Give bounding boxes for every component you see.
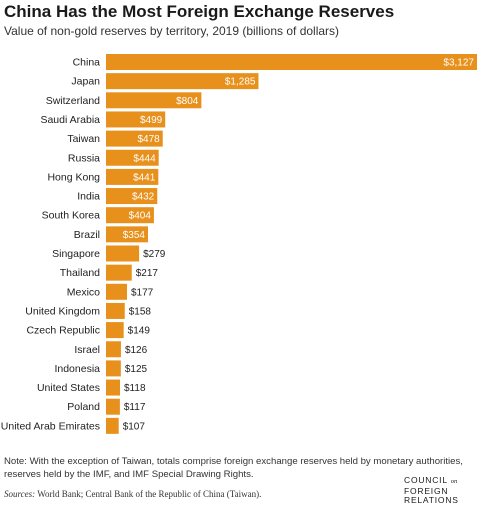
category-label: India (77, 191, 100, 203)
category-label: China (73, 57, 101, 69)
bar (106, 226, 148, 243)
bar (106, 283, 127, 300)
value-label: $118 (124, 383, 146, 394)
category-label: Hong Kong (47, 171, 100, 183)
category-label: Taiwan (67, 133, 100, 145)
category-label: United Arab Emirates (1, 420, 100, 432)
bar (106, 322, 124, 339)
chart-title: China Has the Most Foreign Exchange Rese… (4, 2, 395, 21)
chart-note: Note: With the exception of Taiwan, tota… (4, 456, 463, 480)
logo-line-council: COUNCIL (404, 475, 448, 485)
chart-sources: Sources: World Bank; Central Bank of the… (4, 489, 261, 499)
bar (106, 398, 120, 415)
category-label: Switzerland (46, 95, 100, 107)
bar (106, 379, 120, 396)
logo-line-on: on (450, 478, 458, 485)
category-label: Singapore (52, 248, 100, 260)
bar (106, 207, 154, 224)
value-label: $478 (137, 134, 160, 145)
logo-line-relations: RELATIONS (404, 495, 459, 505)
value-label: $432 (132, 192, 155, 203)
value-label: $3,127 (443, 58, 474, 69)
bar (106, 168, 159, 185)
value-label: $158 (129, 306, 152, 317)
value-label: $404 (129, 211, 152, 222)
category-label: Japan (71, 76, 100, 88)
category-label: Thailand (60, 267, 100, 279)
value-label: $441 (133, 172, 156, 183)
category-label: Indonesia (54, 363, 100, 375)
value-label: $217 (136, 268, 159, 279)
value-label: $177 (131, 287, 154, 298)
bar (106, 302, 125, 319)
bar (106, 245, 140, 262)
bar (106, 111, 166, 128)
category-label: Russia (68, 152, 100, 164)
bar (106, 130, 163, 147)
category-label: Brazil (74, 229, 100, 241)
value-label: $804 (176, 96, 199, 107)
bar (106, 360, 121, 377)
value-label: $499 (140, 115, 163, 126)
value-label: $1,285 (225, 77, 256, 88)
bar (106, 188, 158, 205)
bar (106, 341, 121, 358)
value-label: $149 (128, 326, 151, 337)
value-label: $279 (143, 249, 166, 260)
value-label: $444 (133, 153, 156, 164)
category-label: Poland (67, 401, 100, 413)
sources-label: Sources: (4, 489, 36, 499)
value-label: $125 (125, 364, 148, 375)
bar (106, 149, 159, 166)
value-label: $117 (124, 402, 146, 413)
value-label: $354 (123, 230, 146, 241)
bar-chart: China $3,127 Japan $1,285 Switzerland $804 Sau… (1, 54, 477, 434)
value-label: $126 (125, 345, 148, 356)
sources-text: World Bank; Central Bank of the Republic… (35, 489, 262, 499)
category-label: South Korea (42, 210, 101, 222)
category-label: Saudi Arabia (40, 114, 100, 126)
bar (106, 264, 132, 281)
category-label: Mexico (67, 286, 100, 298)
cfr-logo: COUNCIL on FOREIGN RELATIONS (404, 475, 459, 506)
bar (106, 417, 119, 434)
value-label: $107 (123, 421, 146, 432)
bar (106, 73, 259, 90)
chart-subtitle: Value of non-gold reserves by territory,… (4, 24, 340, 38)
category-label: Czech Republic (26, 325, 100, 337)
bar (106, 92, 202, 109)
logo-line-foreign: FOREIGN (404, 485, 449, 496)
category-label: United States (37, 382, 100, 394)
category-label: United Kingdom (25, 305, 100, 317)
category-label: Israel (74, 344, 100, 356)
bar (106, 54, 477, 70)
